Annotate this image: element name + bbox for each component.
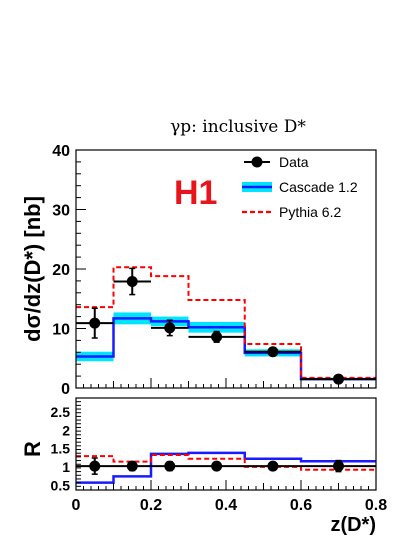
- plot-area: [76, 266, 376, 385]
- main-panel: 0 10 20 30 40: [52, 143, 377, 398]
- cascade-histogram-line: [76, 317, 376, 381]
- data-point: [333, 373, 344, 385]
- h1-logo: H1: [174, 174, 217, 212]
- pythia-histogram-line: [76, 454, 376, 471]
- legend-data-marker: [251, 156, 263, 168]
- y-tick-label: 2.5: [51, 404, 71, 420]
- ratio-panel: 0.5 1 1.5 2 2.5 0 0.2 0.4 0.6 0.8: [51, 397, 387, 514]
- cascade-ratio-line: [76, 451, 376, 484]
- data-point: [267, 460, 279, 472]
- plot-area: [76, 451, 376, 484]
- data-point: [126, 275, 138, 287]
- data-point: [164, 322, 176, 334]
- y-axis-label-ratio: R: [20, 441, 45, 457]
- y-tick-label: 1.5: [51, 441, 71, 457]
- y-tick-label: 30: [52, 203, 70, 220]
- data-point: [126, 460, 138, 472]
- x-tick-label: 0.4: [215, 497, 237, 514]
- legend: Data Cascade 1.2 Pythia 6.2: [242, 154, 358, 220]
- y-tick-label: 40: [52, 143, 70, 160]
- data-point: [89, 317, 101, 329]
- pythia-histogram-line: [76, 266, 376, 379]
- data-point: [89, 460, 101, 472]
- y-tick-label: 10: [52, 322, 70, 339]
- y-tick-label: 2: [62, 422, 70, 438]
- y-tick-label: 1: [62, 459, 70, 475]
- y-tick-label: 20: [52, 262, 70, 279]
- x-axis-label: z(D*): [330, 514, 376, 536]
- legend-label-pythia: Pythia 6.2: [279, 204, 341, 220]
- data-point: [267, 346, 279, 358]
- data-point: [211, 460, 223, 472]
- x-tick-label: 0.2: [140, 497, 162, 514]
- x-tick-label: 0: [72, 497, 81, 514]
- y-tick-label: 0: [61, 381, 70, 398]
- data-point: [333, 460, 344, 472]
- y-axis-label-main: dσ/dz(D*) [nb]: [20, 196, 45, 342]
- data-point: [211, 331, 223, 343]
- chart-title: γp: inclusive D*: [170, 117, 306, 137]
- data-point: [164, 460, 176, 472]
- x-tick-label: 0.8: [365, 497, 387, 514]
- y-tick-label: 0.5: [51, 477, 71, 493]
- legend-label-data: Data: [279, 154, 309, 170]
- x-tick-label: 0.6: [290, 497, 312, 514]
- legend-label-cascade: Cascade 1.2: [279, 179, 358, 195]
